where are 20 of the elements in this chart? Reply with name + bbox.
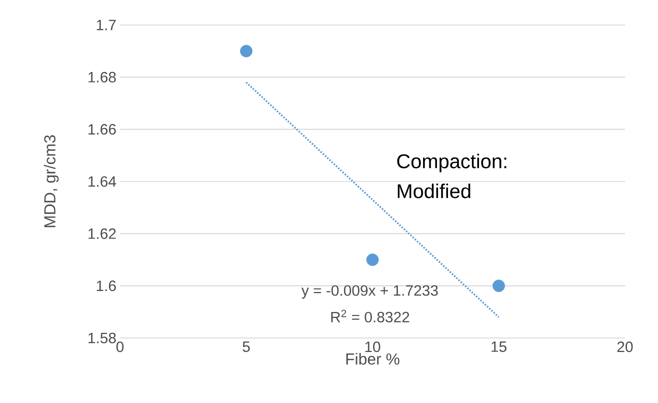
x-tick-label: 5 — [242, 342, 250, 352]
y-tick-label: 1.62 — [88, 228, 116, 239]
y-tick-label: 1.66 — [88, 124, 116, 135]
y-tick-label: 1.58 — [88, 332, 116, 344]
y-tick-label: 1.64 — [88, 176, 116, 187]
y-tick-label: 1.6 — [96, 280, 116, 292]
point — [492, 280, 505, 292]
y-tick-label: 1.7 — [96, 20, 116, 30]
x-tick-label: 10 — [365, 342, 380, 352]
x-axis-title: Fiber % — [346, 352, 400, 365]
point — [366, 254, 379, 266]
annotation: R$^{2}$ = 0.8322 — [331, 310, 410, 322]
annotation: Compaction: Modified — [397, 154, 506, 198]
x-tick-label: 15 — [492, 342, 506, 352]
y-axis-title: MDD, gr/cm3 — [44, 135, 59, 228]
point — [240, 44, 252, 58]
annotation: y = -0.009x + 1.7233 — [301, 285, 438, 299]
x-tick-label: 20 — [617, 342, 633, 352]
y-tick-label: 1.68 — [88, 72, 116, 82]
x-tick-label: 0 — [116, 342, 124, 352]
